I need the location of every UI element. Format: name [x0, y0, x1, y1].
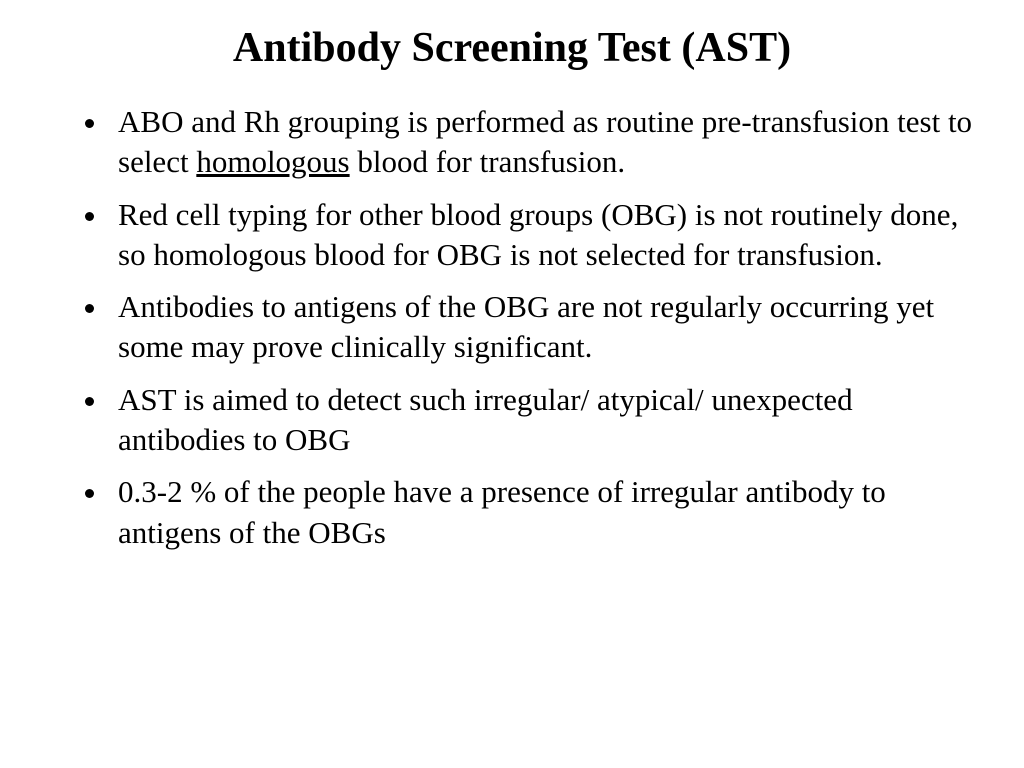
list-item: AST is aimed to detect such irregular/ a… — [110, 380, 974, 461]
list-item: Antibodies to antigens of the OBG are no… — [110, 287, 974, 368]
bullet-text-underlined: homologous — [196, 144, 349, 179]
bullet-list: ABO and Rh grouping is performed as rout… — [50, 102, 974, 553]
bullet-text: Antibodies to antigens of the OBG are no… — [118, 289, 934, 364]
bullet-text: AST is aimed to detect such irregular/ a… — [118, 382, 853, 457]
bullet-text: 0.3-2 % of the people have a presence of… — [118, 474, 886, 549]
list-item: Red cell typing for other blood groups (… — [110, 195, 974, 276]
bullet-text: Red cell typing for other blood groups (… — [118, 197, 958, 272]
list-item: ABO and Rh grouping is performed as rout… — [110, 102, 974, 183]
slide-title: Antibody Screening Test (AST) — [50, 24, 974, 72]
list-item: 0.3-2 % of the people have a presence of… — [110, 472, 974, 553]
bullet-text-post: blood for transfusion. — [350, 144, 626, 179]
